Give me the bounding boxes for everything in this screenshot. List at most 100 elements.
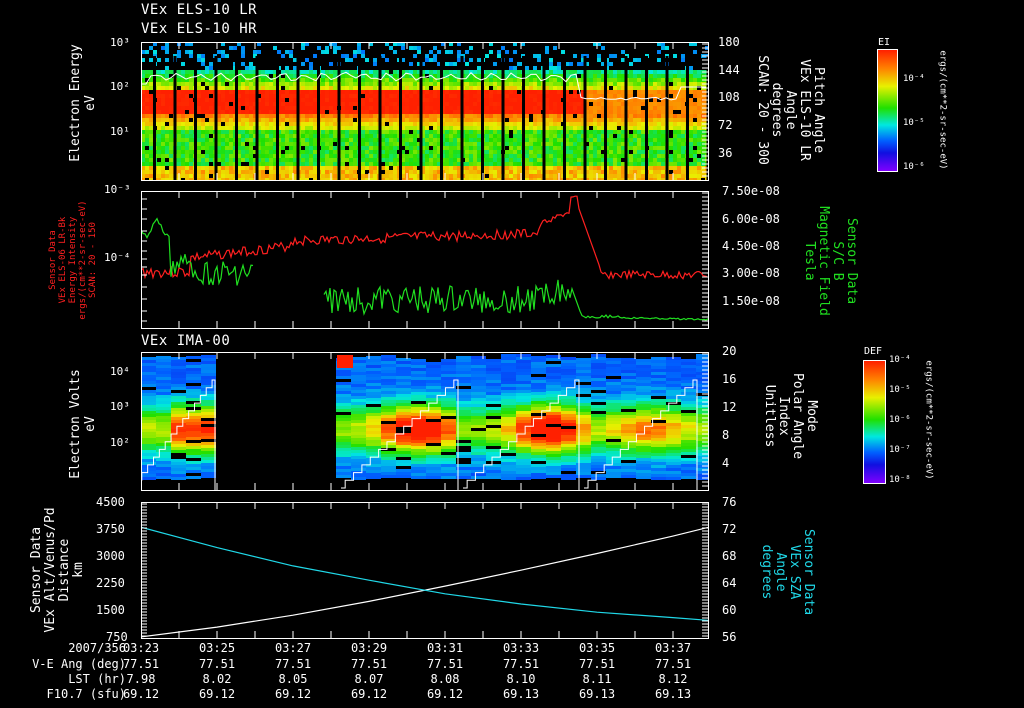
time-tick-label: 03:27 [274,641,312,655]
time-row-value: 77.51 [426,657,464,671]
els-cbar-tick-1: 10⁻⁴ [903,74,925,84]
time-row-value: 69.12 [122,687,160,701]
time-row-value: 69.12 [198,687,236,701]
els-colorbar-title: EI [878,37,891,48]
ima-ytick-r-20: 20 [722,344,737,358]
ima-ylabel-left: Electron Volts eV [68,369,98,479]
orbit-ytick-r-64: 64 [722,576,737,590]
els-title-1: VEx ELS-10 LR [141,2,258,18]
time-tick-label: 03:31 [426,641,464,655]
ima-ytick-r-8: 8 [722,428,730,442]
time-row-value: 69.12 [350,687,388,701]
time-row-value: 8.07 [354,672,384,686]
time-row-value: 77.51 [578,657,616,671]
time-tick-label: 03:33 [502,641,540,655]
time-row-value: 8.08 [430,672,460,686]
ima-title: VEx IMA-00 [141,333,231,349]
ima-cbar-tick-4: 10⁻⁷ [889,445,911,455]
time-row-value: 8.11 [582,672,612,686]
intensity-ytick-1: 10⁻³ [104,183,131,196]
time-row-value: 69.13 [578,687,616,701]
orbit-ytick-r-76: 76 [722,495,737,509]
ima-colorbar-title: DEF [864,346,883,357]
time-tick-label: 03:35 [578,641,616,655]
ima-ytick-r-12: 12 [722,400,737,414]
els-ylabel-right: Pitch Angle VEx ELS-10 LR Angle degrees … [755,55,826,165]
els-ytick-1: 10³ [110,36,130,49]
row-label-ve-ang: V-E Ang (deg) [32,657,126,671]
intensity-plot [141,191,708,328]
time-row-value: 77.51 [350,657,388,671]
els-ytick-2: 10² [110,80,130,93]
intensity-ytick-r-5: 1.50e-08 [722,294,780,308]
els-ytick-r-36: 36 [718,146,733,160]
orbit-ytick-1500: 1500 [96,603,125,617]
time-tick-label: 03:37 [654,641,692,655]
time-row-value: 77.51 [654,657,692,671]
ima-cbar-tick-1: 10⁻⁴ [889,355,911,365]
time-row-value: 69.13 [502,687,540,701]
ima-cbar-tick-3: 10⁻⁶ [889,415,911,425]
orbit-ylabel-left: Sensor Data VEx Alt/Venus/Pd Distance km [29,507,86,633]
els-cbar-tick-2: 10⁻⁵ [903,118,925,128]
time-axis-date: 2007/356 [68,641,126,655]
ima-spectrogram [141,352,708,490]
time-row-value: 8.10 [506,672,536,686]
orbit-ytick-750: 750 [106,630,128,644]
ima-ytick-3: 10² [110,436,130,449]
time-row-value: 8.12 [658,672,688,686]
intensity-ytick-2: 10⁻⁴ [104,251,131,264]
els-frame [141,42,709,181]
els-spectrogram [141,42,708,180]
ima-ytick-r-16: 16 [722,372,737,386]
time-tick-label: 03:29 [350,641,388,655]
ima-cbar-tick-2: 10⁻⁵ [889,385,911,395]
time-row-value: 8.05 [278,672,308,686]
row-label-lst: LST (hr) [68,672,126,686]
time-row-value: 69.13 [654,687,692,701]
ima-ytick-r-4: 4 [722,456,730,470]
time-row-value: 8.02 [202,672,232,686]
els-cbar-tick-3: 10⁻⁶ [903,162,925,172]
altitude-sza-lines [141,502,708,638]
orbit-ytick-2250: 2250 [96,576,125,590]
els-ylabel-left: Electron Energy eV [68,44,98,162]
time-tick-label: 03:23 [122,641,160,655]
intensity-bfield-lines [141,191,708,328]
orbit-ytick-r-56: 56 [722,630,737,644]
orbit-ytick-r-60: 60 [722,603,737,617]
time-row-value: 77.51 [198,657,236,671]
time-row-value: 77.51 [122,657,160,671]
orbit-ytick-r-72: 72 [722,522,737,536]
els-ytick-3: 10¹ [110,125,130,138]
time-row-value: 77.51 [502,657,540,671]
time-row-value: 7.98 [126,672,156,686]
els-ytick-r-144: 144 [718,63,740,77]
orbit-ytick-r-68: 68 [722,549,737,563]
els-colorbar-units: ergs/(cm**2-sr-sec-eV) [937,50,948,170]
els-heatmap-canvas [141,42,708,180]
intensity-ytick-r-3: 4.50e-08 [722,239,780,253]
intensity-ytick-r-1: 7.50e-08 [722,184,780,198]
orbit-ylabel-right: Sensor Data VEx SZA Angle degrees [759,528,816,616]
els-colorbar [877,49,898,172]
els-ytick-r-108: 108 [718,90,740,104]
time-row-value: 69.12 [274,687,312,701]
ima-cbar-tick-5: 10⁻⁸ [889,475,911,485]
orbit-ytick-3750: 3750 [96,522,125,536]
ima-heatmap-canvas [141,352,708,490]
time-row-value: 77.51 [274,657,312,671]
intensity-ytick-r-2: 6.00e-08 [722,212,780,226]
row-label-f107: F10.7 (sfu) [46,687,126,701]
ima-colorbar [863,360,886,484]
els-ytick-r-72: 72 [718,118,733,132]
ima-frame [141,352,709,491]
intensity-ylabel-right: Sensor Data S/C B Magnetic Field Tesla [802,206,859,316]
orbit-frame [141,502,709,639]
ima-colorbar-units: ergs/(cm**2-sr-sec-eV) [923,360,934,480]
els-title-2: VEx ELS-10 HR [141,21,258,37]
intensity-frame [141,191,709,329]
ima-ylabel-right: Mode Polar Angle Index Unitless [762,372,819,460]
intensity-ylabel-left: Sensor Data VEx ELS-06 LR-Bk Energy Inte… [48,200,98,320]
orbit-ytick-3000: 3000 [96,549,125,563]
